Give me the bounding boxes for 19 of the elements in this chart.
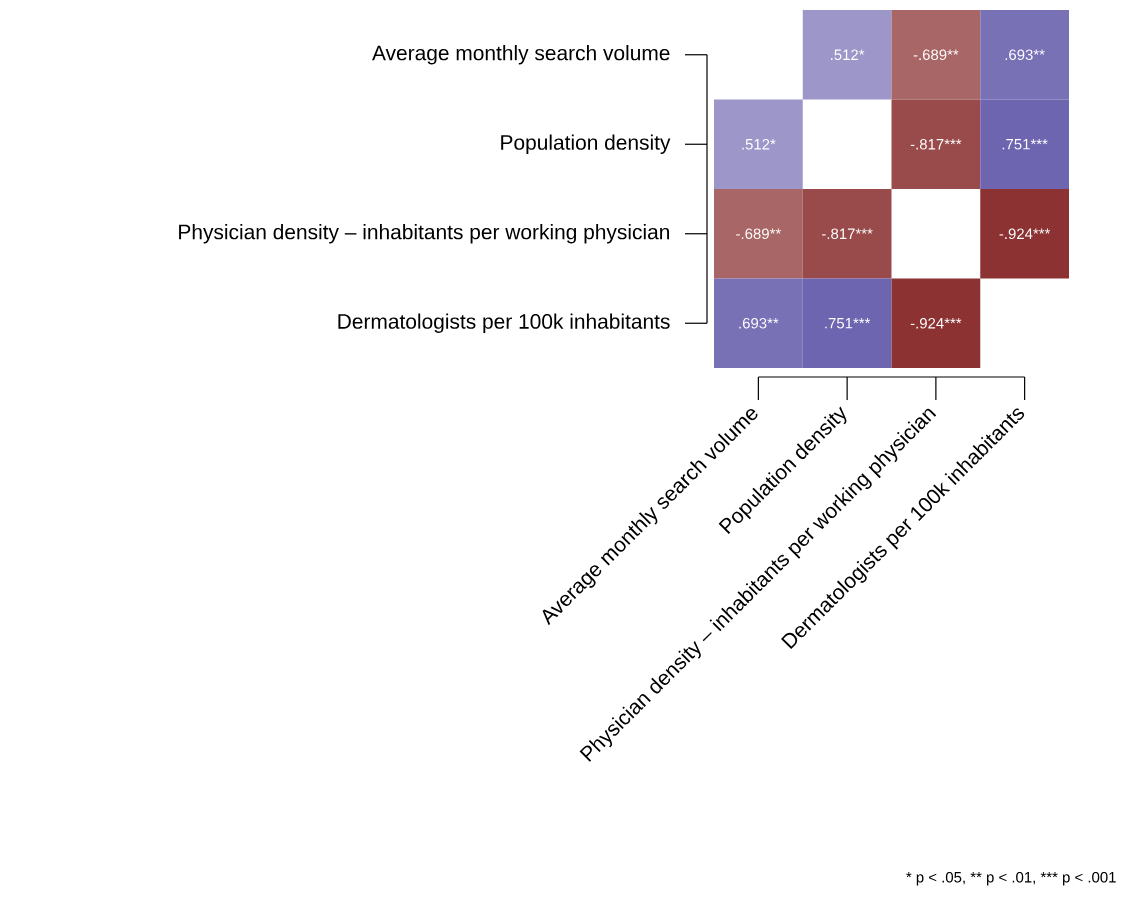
data-label: .693** xyxy=(739,317,779,329)
data-label: -.924*** xyxy=(910,317,962,329)
data-label: -.924*** xyxy=(999,228,1051,240)
data-label: .751*** xyxy=(825,318,871,329)
y-tick-label: Physician density – inhabitants per working physician xyxy=(179,224,670,244)
text: ** p < .01, xyxy=(970,871,1035,886)
data-label: -.689** xyxy=(736,228,781,240)
data-label: -.817*** xyxy=(822,228,873,240)
y-tick-label: Average monthly search volume xyxy=(372,45,670,65)
data-label: .512* xyxy=(831,49,865,61)
text: *** p < .001 xyxy=(1040,871,1116,886)
data-label: .512* xyxy=(742,138,776,150)
data-label: .693** xyxy=(1005,49,1045,61)
data-label: .751*** xyxy=(1002,139,1048,150)
y-tick-label: Population density xyxy=(501,134,671,154)
data-label: -.817*** xyxy=(910,138,962,150)
text: * p < .05, xyxy=(906,871,965,886)
data-label: -.689** xyxy=(913,49,959,61)
y-tick-label: Dermatologists per 100k inhabitants xyxy=(338,313,670,334)
